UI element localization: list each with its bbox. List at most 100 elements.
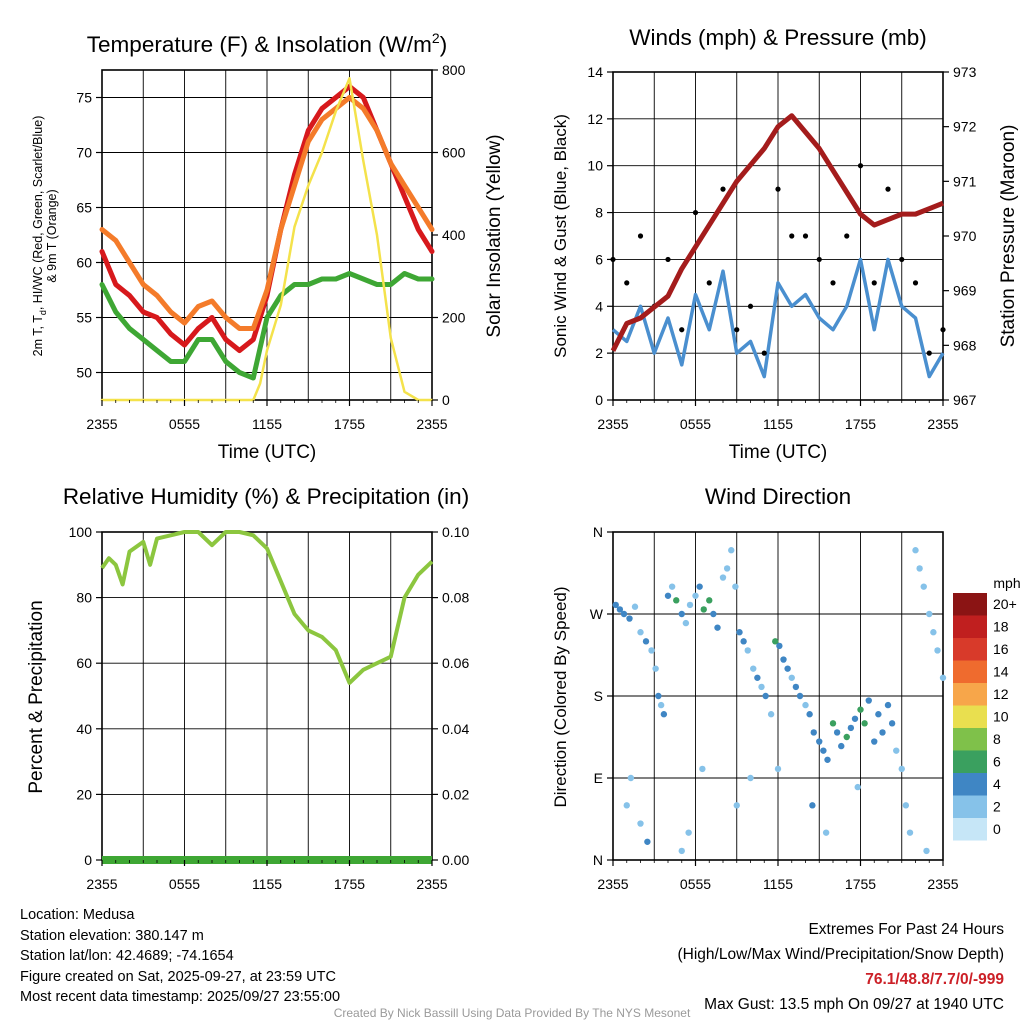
colorbar-swatch [953,593,987,616]
temperature-title: Temperature (F) & Insolation (W/m2) [87,30,447,57]
temperature-title-end: ) [440,32,448,57]
colorbar-swatch [953,773,987,796]
wind-xtick-label: 1755 [845,416,876,432]
rh-ytick-label: 80 [76,590,92,606]
wind-direction-point [637,629,644,636]
wind-xtick-label: 1155 [763,416,793,432]
wind-direction-point [923,847,930,855]
winds-title: Winds (mph) & Pressure (mb) [629,25,927,50]
rh-xtick-label: 1155 [252,876,282,892]
temp-series-insolation [100,77,434,402]
wind-direction-point [898,765,905,773]
wind-direction-point [685,829,692,836]
colorbar-title: mph [993,575,1020,591]
colorbar: 20+ 18 16 14 12 10 8 6 4 2 0 [953,593,1017,841]
temp-series-td [99,271,435,381]
gust-point [706,280,712,286]
wind-ytick-label: 6 [595,251,603,267]
extremes-title: Extremes For Past 24 Hours [808,921,1004,938]
colorbar-label: 14 [993,664,1009,680]
wind-direction-point [829,720,837,727]
wind-direction-point [772,638,779,645]
wind-direction-point [912,547,919,554]
wind-direction-point [631,603,639,610]
extremes-values: 76.1/48.8/7.7/0/-999 [865,971,1004,988]
wind-ytick-label: 10 [587,158,603,174]
temp-xtick-label: 0555 [169,416,200,432]
wdir-xtick-label: 1755 [845,876,876,892]
wind-direction-point [861,720,868,727]
wind-ytick-label: 2 [595,345,603,361]
gust-point [802,233,809,239]
temp-xtick-label: 2355 [416,416,447,432]
wind-direction-point [664,592,672,599]
temperature-ylabel-line2: & 9m T (Orange) [45,189,59,282]
colorbar-swatch [953,728,987,751]
wdir-xtick-label: 2355 [597,876,628,892]
wind-direction-point [758,683,765,691]
wind-direction-point [692,592,699,599]
wind-direction-point [637,820,644,827]
rh-xtick-label: 0555 [169,876,200,892]
wind-direction-point [865,697,872,704]
extremes-subtitle: (High/Low/Max Wind/Precipitation/Snow De… [677,946,1005,963]
wind-xtick-label: 2355 [927,416,958,432]
wdir-ytick-label: E [594,770,603,786]
wind-y2tick-label: 968 [953,337,977,353]
wind-direction-title: Wind Direction [705,484,851,509]
gust-point [816,256,822,263]
wind-direction-point [857,706,864,713]
gust-point [912,280,919,286]
wind-direction-point [673,597,680,604]
rh-ytick-label: 100 [69,524,93,540]
winds-ylabel: Sonic Wind & Gust (Blue, Black) [551,114,570,358]
wind-direction-point [930,629,937,636]
wind-direction-point [754,674,761,681]
wind-direction-point [699,765,706,773]
wind-direction-point [733,802,740,809]
temperature-title-sup: 2 [432,30,440,46]
wind-direction-point [939,674,947,681]
elevation-text: Station elevation: 380.147 m [20,927,204,944]
wind-xtick-label: 2355 [597,416,628,432]
colorbar-swatch [953,795,987,818]
colorbar-label: 16 [993,641,1009,657]
colorbar-label: 18 [993,619,1009,635]
rh-y2tick-label: 0.02 [442,786,469,802]
wind-direction-point [627,774,635,782]
wind-direction-point [884,701,892,709]
rh-y2tick-label: 0.04 [442,721,469,737]
wind-direction-point [879,729,886,736]
wind-direction-point [660,711,668,718]
wind-direction-point [780,656,787,663]
wind-direction-point [710,610,717,618]
wind-direction-point [642,638,650,645]
wdir-ytick-label: N [593,852,603,868]
wind-direction-point [644,838,651,845]
wind-direction-ylabel: Direction (Colored By Speed) [551,586,570,807]
colorbar-label: 8 [993,731,1001,747]
created-text: Figure created on Sat, 2025-09-27, at 23… [20,968,336,985]
recent-data-text: Most recent data timestamp: 2025/09/27 2… [20,989,341,1005]
temp-y2tick-label: 800 [442,62,466,78]
gust-point [789,233,795,239]
gust-point [720,186,726,192]
wind-direction-point [732,583,739,590]
temp-ytick-label: 55 [76,310,92,326]
wind-direction-point [920,583,927,590]
extremes-box: Extremes For Past 24 Hours (High/Low/Max… [678,917,1005,1017]
wind-direction-point [648,647,655,654]
temp-ytick-label: 50 [76,365,92,381]
wind-direction-point [678,610,685,618]
wind-direction-point [744,647,751,654]
temp-xtick-label: 1755 [334,416,365,432]
humidity-title: Relative Humidity (%) & Precipitation (i… [63,484,469,509]
wind-direction-panel: Wind Direction Direction (Colored By Spe… [551,484,1021,892]
temp-y2tick-label: 0 [442,392,450,408]
wind-direction-point [802,701,809,709]
wind-direction-point [824,756,831,763]
temperature-ylabel-line1-rest: , HI/WC (Red, Green, Scarlet/Blue) [31,116,45,311]
wdir-ytick-label: W [590,606,604,622]
colorbar-swatch [953,660,987,683]
wind-ytick-label: 8 [595,205,603,221]
